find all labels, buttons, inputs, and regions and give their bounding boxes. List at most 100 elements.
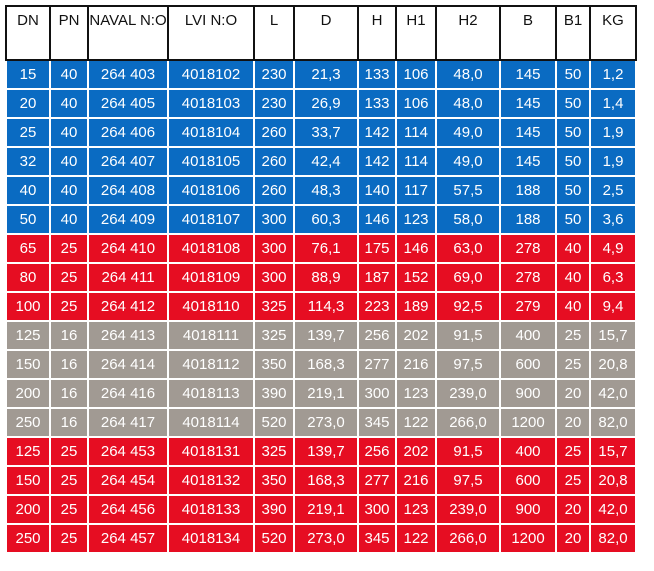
- cell-dn: 125: [5, 436, 51, 467]
- cell-kg: 9,4: [589, 291, 637, 322]
- table-row: 100 25 264 412 4018110 325 114,3 223 189 92,5 279…: [5, 291, 637, 322]
- cell-b: 145: [499, 146, 557, 177]
- cell-lvi-no: 4018108: [167, 233, 255, 264]
- cell-h2: 48,0: [435, 88, 501, 119]
- cell-h2: 97,5: [435, 465, 501, 496]
- cell-h: 300: [357, 378, 397, 409]
- cell-kg: 15,7: [589, 320, 637, 351]
- table-row: 80 25 264 411 4018109 300 88,9 187 152 69,0 278 40…: [5, 262, 637, 293]
- cell-h2: 63,0: [435, 233, 501, 264]
- table-row: 15 40 264 403 4018102 230 21,3 133 106 48,0 145 50…: [5, 59, 637, 90]
- cell-lvi-no: 4018114: [167, 407, 255, 438]
- table-row: 150 16 264 414 4018112 350 168,3 277 216 97,5 600…: [5, 349, 637, 380]
- cell-b: 1200: [499, 523, 557, 554]
- cell-naval-no: 264 403: [87, 59, 169, 90]
- cell-kg: 20,8: [589, 465, 637, 496]
- cell-h1: 122: [395, 523, 437, 554]
- cell-dn: 100: [5, 291, 51, 322]
- cell-b: 600: [499, 465, 557, 496]
- cell-naval-no: 264 456: [87, 494, 169, 525]
- cell-l: 260: [253, 146, 295, 177]
- cell-l: 300: [253, 233, 295, 264]
- cell-b1: 40: [555, 233, 591, 264]
- cell-l: 230: [253, 59, 295, 90]
- cell-dn: 50: [5, 204, 51, 235]
- cell-d: 219,1: [293, 494, 359, 525]
- cell-l: 350: [253, 465, 295, 496]
- table-row: 250 16 264 417 4018114 520 273,0 345 122 266,0 12…: [5, 407, 637, 438]
- cell-h: 345: [357, 407, 397, 438]
- cell-h1: 202: [395, 320, 437, 351]
- cell-dn: 200: [5, 378, 51, 409]
- cell-d: 26,9: [293, 88, 359, 119]
- cell-h: 223: [357, 291, 397, 322]
- cell-b: 188: [499, 204, 557, 235]
- cell-b1: 50: [555, 59, 591, 90]
- cell-h2: 266,0: [435, 523, 501, 554]
- cell-pn: 40: [49, 204, 89, 235]
- table-row: 250 25 264 457 4018134 520 273,0 345 122 266,0 12…: [5, 523, 637, 554]
- cell-d: 273,0: [293, 407, 359, 438]
- cell-pn: 25: [49, 291, 89, 322]
- cell-h2: 239,0: [435, 494, 501, 525]
- column-header-kg: KG: [589, 5, 637, 61]
- cell-dn: 40: [5, 175, 51, 206]
- cell-kg: 42,0: [589, 378, 637, 409]
- cell-h: 140: [357, 175, 397, 206]
- cell-lvi-no: 4018102: [167, 59, 255, 90]
- cell-b1: 20: [555, 378, 591, 409]
- cell-kg: 3,6: [589, 204, 637, 235]
- cell-d: 139,7: [293, 436, 359, 467]
- cell-lvi-no: 4018133: [167, 494, 255, 525]
- column-header-h: H: [357, 5, 397, 61]
- table-row: 50 40 264 409 4018107 300 60,3 146 123 58,0 188 50…: [5, 204, 637, 235]
- cell-naval-no: 264 411: [87, 262, 169, 293]
- cell-dn: 15: [5, 59, 51, 90]
- cell-naval-no: 264 454: [87, 465, 169, 496]
- cell-l: 260: [253, 175, 295, 206]
- cell-h2: 266,0: [435, 407, 501, 438]
- cell-pn: 25: [49, 233, 89, 264]
- table-row: 125 16 264 413 4018111 325 139,7 256 202 91,5 400…: [5, 320, 637, 351]
- table-row: 40 40 264 408 4018106 260 48,3 140 117 57,5 188 50…: [5, 175, 637, 206]
- cell-lvi-no: 4018134: [167, 523, 255, 554]
- cell-b: 145: [499, 59, 557, 90]
- cell-naval-no: 264 405: [87, 88, 169, 119]
- cell-pn: 40: [49, 146, 89, 177]
- cell-d: 88,9: [293, 262, 359, 293]
- cell-l: 300: [253, 204, 295, 235]
- cell-dn: 80: [5, 262, 51, 293]
- cell-d: 21,3: [293, 59, 359, 90]
- cell-b1: 50: [555, 88, 591, 119]
- cell-kg: 1,2: [589, 59, 637, 90]
- cell-lvi-no: 4018103: [167, 88, 255, 119]
- cell-pn: 25: [49, 436, 89, 467]
- cell-pn: 16: [49, 378, 89, 409]
- cell-dn: 65: [5, 233, 51, 264]
- column-header-dn: DN: [5, 5, 51, 61]
- cell-h1: 123: [395, 204, 437, 235]
- cell-h: 146: [357, 204, 397, 235]
- cell-naval-no: 264 457: [87, 523, 169, 554]
- cell-dn: 20: [5, 88, 51, 119]
- cell-h1: 123: [395, 494, 437, 525]
- cell-kg: 42,0: [589, 494, 637, 525]
- cell-d: 168,3: [293, 465, 359, 496]
- cell-b: 279: [499, 291, 557, 322]
- column-header-naval-no: NAVAL N:O: [87, 5, 169, 61]
- cell-b1: 50: [555, 117, 591, 148]
- cell-b1: 50: [555, 175, 591, 206]
- cell-dn: 125: [5, 320, 51, 351]
- cell-b: 400: [499, 320, 557, 351]
- cell-b: 900: [499, 378, 557, 409]
- cell-naval-no: 264 453: [87, 436, 169, 467]
- cell-b: 145: [499, 117, 557, 148]
- cell-d: 114,3: [293, 291, 359, 322]
- column-header-d: D: [293, 5, 359, 61]
- dimension-table: DN PN NAVAL N:O LVI N:O L D H H1 H2 B B1 KG 15 40 264…: [5, 5, 637, 554]
- cell-pn: 40: [49, 175, 89, 206]
- cell-b: 900: [499, 494, 557, 525]
- cell-h1: 152: [395, 262, 437, 293]
- cell-b1: 40: [555, 262, 591, 293]
- cell-h2: 49,0: [435, 146, 501, 177]
